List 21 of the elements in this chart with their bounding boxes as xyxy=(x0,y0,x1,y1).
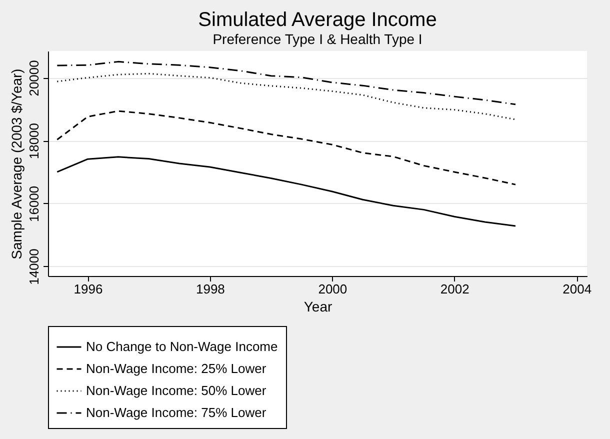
legend-label: Non-Wage Income: 75% Lower xyxy=(86,405,267,420)
y-tick-label: 14000 xyxy=(26,248,42,285)
legend-label: No Change to Non-Wage Income xyxy=(86,339,278,354)
line-series xyxy=(56,60,516,106)
line-series xyxy=(56,72,516,120)
chart-subtitle: Preference Type I & Health Type I xyxy=(212,31,422,47)
line-series xyxy=(56,110,516,186)
y-axis-title: Sample Average (2003 $/Year) xyxy=(8,68,24,260)
x-axis-title: Year xyxy=(304,298,332,314)
y-tick-label: 18000 xyxy=(26,122,42,160)
x-tick-label: 2000 xyxy=(318,282,348,296)
legend-label: Non-Wage Income: 25% Lower xyxy=(86,361,267,376)
x-tick-label: 2004 xyxy=(562,282,592,296)
x-tick-label: 2002 xyxy=(440,282,470,296)
y-tick-label: 16000 xyxy=(26,186,42,222)
x-tick-label: 1998 xyxy=(196,282,225,296)
line-series xyxy=(56,156,516,227)
legend-label: Non-Wage Income: 50% Lower xyxy=(86,383,267,398)
x-tick-label: 1996 xyxy=(74,282,103,296)
chart-title: Simulated Average Income xyxy=(198,9,437,31)
y-tick-label: 20000 xyxy=(26,60,42,96)
